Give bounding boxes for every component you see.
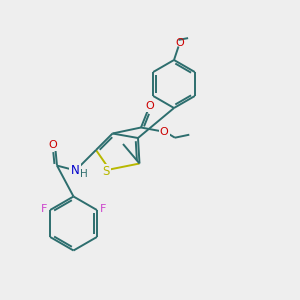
Text: O: O xyxy=(160,127,169,137)
Text: H: H xyxy=(80,169,88,179)
Text: F: F xyxy=(100,203,106,214)
Text: S: S xyxy=(102,165,110,178)
Text: O: O xyxy=(49,140,58,150)
Text: F: F xyxy=(41,203,47,214)
Text: O: O xyxy=(176,38,184,48)
Text: O: O xyxy=(146,100,154,111)
Text: N: N xyxy=(70,164,80,177)
